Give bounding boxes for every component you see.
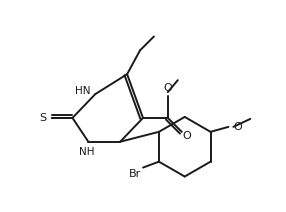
Text: O: O xyxy=(182,131,191,141)
Text: O: O xyxy=(164,83,172,93)
Text: NH: NH xyxy=(79,147,94,157)
Text: HN: HN xyxy=(75,86,90,96)
Text: S: S xyxy=(39,113,46,123)
Text: Br: Br xyxy=(129,169,141,179)
Text: O: O xyxy=(233,122,242,132)
